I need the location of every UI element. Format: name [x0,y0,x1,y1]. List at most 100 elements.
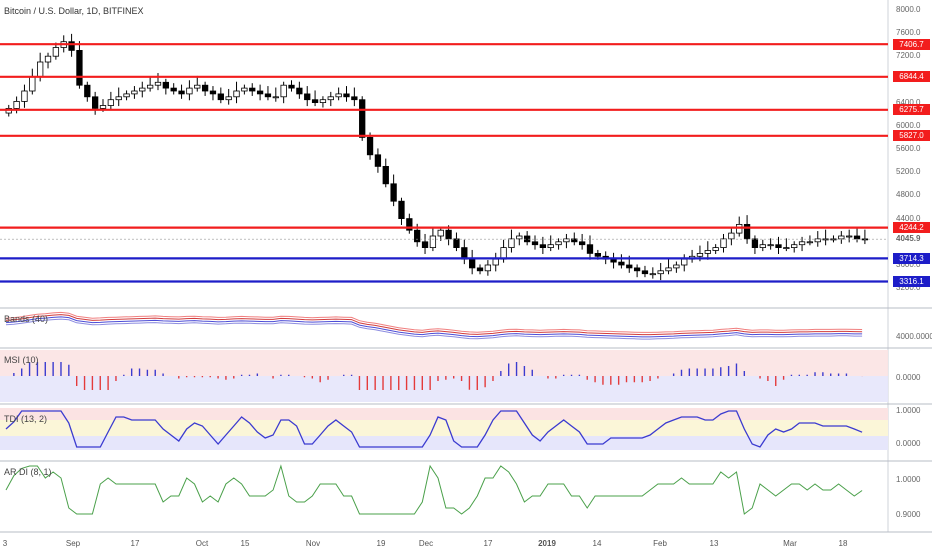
tdi-pane-title: TDI (13, 2) [4,414,48,424]
candle [571,238,578,243]
candle [437,229,444,237]
price-tick-label: 5200.0 [896,167,921,177]
candle [555,241,562,246]
candle [508,238,515,248]
candle [170,87,177,92]
msi-pane-title: MSI (10) [4,355,39,365]
candle [696,252,704,257]
candle [311,99,319,103]
price-tick-label: 3200.0 [896,283,921,293]
ardi-scale-bottom-label: 0.9000 [896,510,921,519]
price-tick-label: 5600.0 [896,144,921,153]
date-label: 3 [2,539,8,548]
price-tick-label: 3600.0 [896,260,921,269]
candle [484,264,492,272]
candle [304,93,311,101]
candle [806,241,814,244]
candle [280,84,287,98]
candle [406,218,413,231]
candle [99,105,107,109]
candle [92,96,99,109]
candle [586,244,594,254]
price-level-tag: 7406.7 [893,38,930,50]
candle [783,247,790,250]
candle [327,96,334,101]
candle [759,244,766,248]
candle [107,99,115,106]
tdi-scale-bottom-label: 0.0000 [896,439,921,448]
candle [343,93,350,98]
date-label: 17 [130,539,140,548]
candle [44,55,52,63]
candle [139,87,146,92]
candle [531,241,539,246]
candle [594,252,601,257]
price-level-tag: 3714.3 [893,252,930,264]
price-tick-label: 7600.0 [896,28,921,37]
candle [382,165,389,185]
candle [374,154,382,167]
candle [351,96,358,101]
symbol-title: Bitcoin / U.S. Dollar, 1D, BITFINEX [4,6,144,16]
candle [256,90,264,95]
candle [319,99,327,103]
candle [154,81,162,86]
ardi-scale-top-label: 1.0000 [896,475,921,484]
candle [767,244,774,247]
candle [335,93,342,98]
bands-line [5,318,863,340]
candle [178,90,185,95]
candle [751,238,759,248]
msi-lower-zone [0,376,888,402]
candle [429,235,437,248]
candle [626,264,633,269]
price-tick-label: 4400.0 [896,213,921,223]
date-label: Nov [305,539,321,548]
tdi-scale-top-label: 1.0000 [896,406,921,415]
candle [264,93,272,98]
candle [209,90,217,95]
date-label: Feb [653,539,667,548]
price-level-tag: 6275.7 [893,104,930,116]
candle [712,247,719,251]
candle [288,84,295,89]
candle [421,241,429,249]
candle [241,87,248,92]
candle [469,258,476,269]
candle [68,41,75,51]
candle [578,241,586,246]
candle [633,267,641,272]
candle [233,90,240,98]
msi-scale-label: 0.0000 [896,373,921,382]
bands-scale-label: 4000.0000 [896,332,932,341]
msi-upper-zone [0,350,888,376]
candle [84,84,91,98]
candle [516,235,523,240]
candle [798,241,806,246]
price-tick-label: 6000.0 [896,120,921,130]
candle [618,261,625,266]
candle [681,258,688,266]
price-level-tag: 4244.2 [893,222,930,234]
candle [194,84,201,89]
bands-pane-title: Bands (40) [4,314,49,324]
candle [37,61,44,77]
bands-line [5,316,863,338]
candle [838,235,845,240]
price-level-tag: 3316.1 [893,275,930,287]
candle [539,244,547,248]
date-label: 14 [592,539,602,548]
bands-line [5,311,863,333]
candle [791,244,798,248]
candle [21,90,28,102]
candle [201,84,209,92]
price-tick-label: 7200.0 [896,51,921,61]
candle [453,238,460,248]
candle [146,84,154,89]
candle [853,235,861,240]
candle [398,200,405,219]
candle [673,264,680,269]
date-label: 15 [240,539,250,548]
